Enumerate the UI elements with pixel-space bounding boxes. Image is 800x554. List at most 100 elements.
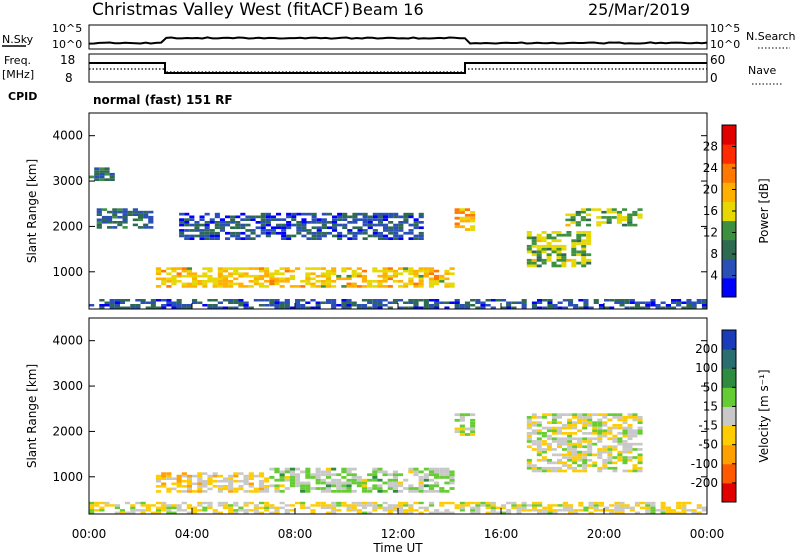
heatmap-cell [632, 469, 638, 473]
velocity-ylabel: Slant Range [km] [25, 364, 39, 468]
heatmap-cell [181, 269, 187, 273]
heatmap-cell [367, 280, 373, 283]
heatmap-cell [274, 511, 280, 514]
heatmap-cell [336, 473, 342, 477]
heatmap-cell [295, 285, 301, 288]
heatmap-cell [392, 506, 398, 510]
heatmap-cell [112, 226, 118, 229]
heatmap-cell [428, 484, 434, 488]
heatmap-cell [372, 509, 378, 512]
heatmap-cell [470, 211, 476, 214]
heatmap-cell [556, 231, 562, 234]
heatmap-cell [161, 474, 167, 478]
heatmap-cell [377, 506, 383, 510]
heatmap-cell [387, 481, 393, 485]
heatmap-cell [161, 482, 167, 486]
heatmap-cell [240, 237, 246, 240]
heatmap-cell [217, 277, 223, 281]
heatmap-cell [114, 299, 120, 302]
heatmap-cell [233, 487, 239, 491]
heatmap-cell [541, 426, 547, 430]
heatmap-cell [434, 280, 440, 283]
heatmap-cell [202, 509, 208, 512]
heatmap-cell [209, 237, 215, 240]
heatmap-cell [109, 175, 115, 179]
heatmap-cell [331, 280, 337, 283]
heatmap-cell [387, 504, 393, 507]
power-ylabel: Slant Range [km] [25, 159, 39, 263]
heatmap-cell [576, 250, 582, 254]
heatmap-cell [470, 418, 476, 422]
heatmap-cell [361, 274, 367, 278]
heatmap-cell [192, 506, 198, 510]
heatmap-cell [217, 274, 223, 278]
colorbar-tick-label: -200 [691, 476, 718, 490]
heatmap-cell [346, 285, 352, 288]
heatmap-cell [561, 233, 567, 237]
heatmap-cell [575, 210, 581, 214]
heatmap-cell [408, 272, 414, 275]
heatmap-cell [186, 477, 192, 480]
heatmap-cell [222, 479, 229, 483]
heatmap-cell [356, 272, 362, 275]
heatmap-cell [166, 506, 172, 510]
heatmap-cell [578, 504, 584, 507]
heatmap-cell [197, 487, 203, 491]
heatmap-cell [475, 511, 481, 514]
heatmap-cell [619, 304, 625, 307]
heatmap-cell [408, 306, 414, 309]
heatmap-cell [526, 233, 532, 237]
heatmap-cell [562, 501, 568, 505]
heatmap-cell [357, 226, 363, 230]
colorbar-swatch [722, 201, 736, 222]
nave-tick-bottom: 0 [710, 71, 718, 85]
heatmap-cell [171, 269, 177, 273]
heatmap-cell [192, 272, 198, 275]
colorbar-swatch [722, 368, 736, 388]
heatmap-cell [403, 478, 409, 482]
heatmap-cell [192, 509, 198, 512]
heatmap-cell [501, 504, 507, 507]
freq-panel: Freq. [MHz] 18 8 60 0 Nave [2, 53, 782, 85]
colorbar-tick-label: 24 [703, 161, 718, 175]
heatmap-cell [408, 299, 414, 302]
heatmap-cell [367, 478, 373, 482]
heatmap-cell [547, 299, 553, 302]
heatmap-cell [557, 453, 562, 457]
heatmap-cell [612, 424, 618, 427]
heatmap-cell [145, 509, 151, 512]
heatmap-cell [367, 285, 373, 288]
heatmap-cell [551, 244, 557, 248]
heatmap-cell [202, 506, 208, 510]
heatmap-cell [176, 280, 182, 283]
heatmap-cell [361, 280, 367, 283]
heatmap-cell [413, 487, 419, 490]
heatmap-cell [238, 274, 244, 278]
heatmap-cell [616, 218, 622, 222]
heatmap-cell [132, 210, 138, 214]
heatmap-cell [346, 484, 352, 488]
heatmap-cell [556, 253, 562, 257]
heatmap-cell [403, 221, 409, 224]
heatmap-cell [372, 304, 378, 307]
nsky-panel: N.Sky 10^5 10^0 10^5 10^0 N.Search [2, 22, 796, 51]
heatmap-cell [464, 219, 471, 223]
heatmap-cell [109, 301, 115, 304]
heatmap-cell [258, 274, 265, 278]
heatmap-cell [176, 479, 182, 483]
heatmap-cell [135, 501, 141, 505]
heatmap-cell [352, 218, 358, 221]
heatmap-cell [526, 250, 532, 254]
heatmap-cell [568, 509, 574, 512]
heatmap-cell [212, 282, 218, 286]
heatmap-cell [434, 306, 440, 309]
heatmap-cell [387, 277, 393, 281]
heatmap-cell [125, 501, 131, 505]
heatmap-cell [459, 416, 465, 419]
heatmap-cell [480, 501, 486, 505]
heatmap-cell [184, 229, 190, 232]
heatmap-cell [192, 282, 198, 286]
heatmap-cell [377, 306, 383, 309]
